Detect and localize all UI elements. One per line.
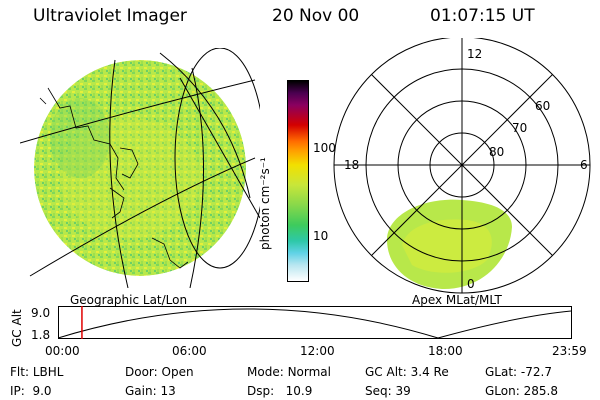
- alt-tick-high: 9.0: [31, 306, 51, 320]
- info-glon: GLon: 285.8: [485, 384, 558, 398]
- time-tick-2359: 23:59: [552, 344, 587, 358]
- alt-tick-low: 1.8: [31, 328, 51, 342]
- app-title: Ultraviolet Imager: [33, 6, 187, 26]
- lat-label-60: 60: [535, 99, 550, 113]
- mlt-label-0: 0: [467, 277, 475, 291]
- geographic-caption: Geographic Lat/Lon: [70, 293, 188, 307]
- mlt-label-18: 18: [344, 158, 359, 172]
- time-label: 01:07:15 UT: [430, 6, 535, 26]
- info-flt: Flt: LBHL: [10, 365, 64, 379]
- colorbar-tick-10: 10: [313, 229, 329, 243]
- coastline-contours: [39, 87, 189, 269]
- colorbar-tick-100: 100: [313, 141, 336, 155]
- info-ip: IP: 9.0: [10, 384, 52, 398]
- info-glat: GLat: -72.7: [485, 365, 552, 379]
- colorbar-unit-label: photon cm⁻²s⁻¹: [258, 157, 272, 250]
- mode-value: Normal: [287, 365, 331, 379]
- flt-value: LBHL: [32, 365, 64, 379]
- seq-value: 39: [395, 384, 411, 398]
- colorbar: [287, 80, 309, 282]
- auroral-oval: [387, 199, 512, 290]
- altitude-timeline[interactable]: [58, 306, 574, 340]
- gain-value: 13: [160, 384, 176, 398]
- geographic-image-panel[interactable]: [20, 48, 260, 288]
- time-tick-1800: 18:00: [428, 344, 463, 358]
- altitude-curve: [58, 308, 572, 339]
- info-seq: Seq: 39: [365, 384, 411, 398]
- mlt-label-12: 12: [467, 47, 482, 61]
- polar-grid: [333, 38, 591, 294]
- glon-value: 285.8: [523, 384, 558, 398]
- ip-value: 9.0: [32, 384, 52, 398]
- apex-polar-plot[interactable]: 12 18 6 0 60 70 80: [330, 38, 600, 298]
- gc-alt-axis-label: GC Alt: [10, 309, 24, 347]
- door-value: Open: [161, 365, 194, 379]
- info-door: Door: Open: [125, 365, 194, 379]
- gc-alt-value: 3.4 Re: [410, 365, 449, 379]
- info-dsp: Dsp: 10.9: [247, 384, 313, 398]
- glat-value: -72.7: [520, 365, 552, 379]
- apex-caption: Apex MLat/MLT: [412, 293, 502, 307]
- info-gain: Gain: 13: [125, 384, 176, 398]
- lat-label-70: 70: [512, 121, 527, 135]
- lat-label-80: 80: [489, 145, 504, 159]
- dsp-value: 10.9: [285, 384, 313, 398]
- info-mode: Mode: Normal: [247, 365, 331, 379]
- uv-disc-image: [34, 60, 246, 276]
- time-tick-1200: 12:00: [300, 344, 335, 358]
- date-label: 20 Nov 00: [272, 6, 360, 26]
- info-gc-alt: GC Alt: 3.4 Re: [365, 365, 449, 379]
- mlt-label-6: 6: [580, 158, 588, 172]
- time-tick-0600: 06:00: [172, 344, 207, 358]
- time-tick-0000: 00:00: [45, 344, 80, 358]
- altitude-frame: [58, 306, 572, 339]
- lat-lon-grid: [20, 48, 260, 288]
